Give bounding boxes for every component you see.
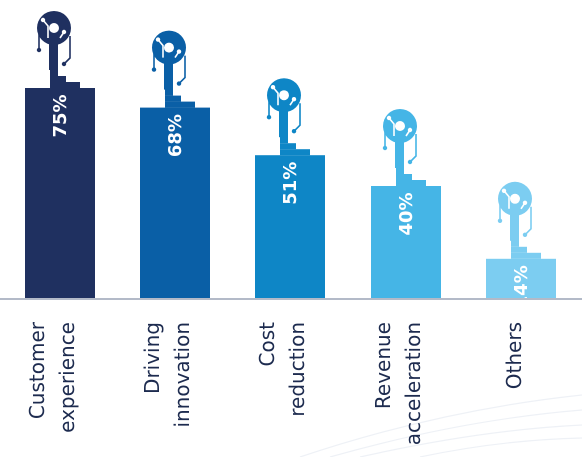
category-label: experience — [55, 322, 79, 433]
bars: 75% 68% 51% 40% 14% — [25, 11, 556, 308]
value-label: 75% — [50, 94, 71, 137]
value-label: 14% — [511, 265, 532, 308]
key-icon — [36, 11, 80, 88]
key-icon — [151, 30, 195, 108]
value-label: 68% — [165, 114, 186, 157]
category-label: Driving — [140, 322, 164, 394]
value-label: 40% — [396, 192, 417, 235]
bar-2 — [255, 155, 325, 298]
category-label: innovation — [170, 322, 194, 428]
key-icon — [266, 78, 310, 156]
bar-0 — [25, 88, 95, 298]
background-lines — [299, 394, 582, 457]
category-label: Revenue — [371, 322, 395, 409]
category-label: Cost — [255, 322, 279, 367]
key-icon — [382, 109, 426, 186]
key-icon — [497, 181, 541, 259]
bar-3 — [371, 186, 441, 298]
bar-1 — [140, 107, 210, 298]
category-label: acceleration — [401, 322, 425, 445]
value-label: 51% — [280, 162, 301, 205]
category-label: Customer — [25, 321, 49, 419]
category-labels: Customer experience Driving innovation Cost r… — [25, 321, 526, 445]
bar-4 — [486, 258, 556, 298]
category-label: Others — [502, 322, 526, 389]
category-label: reduction — [285, 322, 309, 417]
